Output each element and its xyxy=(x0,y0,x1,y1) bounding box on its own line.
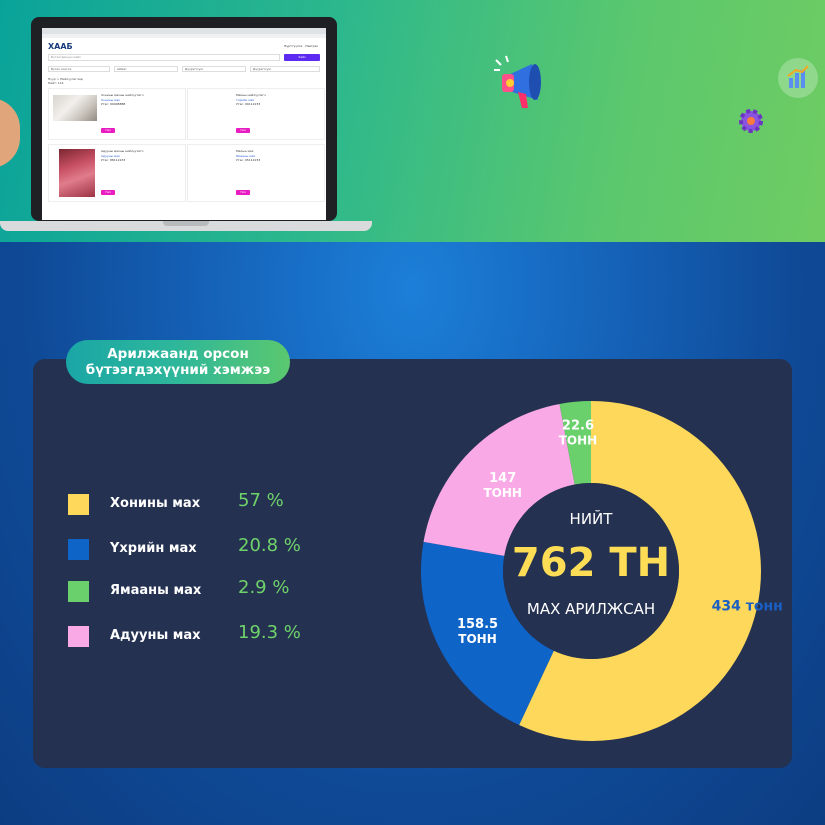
supplier-card: Адууны махны нийлүүлэгч Адууны мах Утас:… xyxy=(48,144,186,202)
card-view-button: Үзэх xyxy=(236,190,250,195)
supplier-card: Малын мах Ямааны мах Утас: 95112233 Үзэх xyxy=(187,144,325,202)
site-search-button: Хайх xyxy=(284,54,320,61)
legend-swatch xyxy=(68,539,89,560)
donut-slice-label: 434 тонн xyxy=(712,599,783,615)
site-filter-subdistrict: Дүүрэг/сум xyxy=(250,66,320,72)
laptop-screen-content: ХААБ Бүртгүүлэх Нэвтрэх Бүтээгдэхүүн хай… xyxy=(42,28,326,220)
legend-label: Ямааны мах xyxy=(110,583,202,598)
legend-percent: 2.9 % xyxy=(238,577,290,598)
section-title-line2: бүтээгдэхүүний хэмжээ xyxy=(85,362,271,378)
hand-illustration xyxy=(0,98,20,168)
legend-label: Үхрийн мах xyxy=(110,541,197,556)
card-view-button: Үзэх xyxy=(236,128,250,133)
laptop-illustration: ХААБ Бүртгүүлэх Нэвтрэх Бүтээгдэхүүн хай… xyxy=(31,17,337,221)
sheep-photo xyxy=(53,95,97,121)
megaphone-icon xyxy=(494,55,541,108)
section-title-line1: Арилжаанд орсон xyxy=(107,346,249,362)
legend-swatch xyxy=(68,626,89,647)
donut-slice xyxy=(559,401,591,485)
legend-percent: 57 % xyxy=(238,490,284,511)
donut-center-caption-top: НИЙТ xyxy=(569,510,613,528)
donut-slice xyxy=(423,403,575,556)
laptop-notch xyxy=(163,221,209,226)
site-filter-district: Дүүрэг/сум xyxy=(182,66,246,72)
legend-swatch xyxy=(68,494,89,515)
site-logo: ХААБ xyxy=(48,42,73,51)
donut-center-caption-bottom: МАХ АРИЛЖСАН xyxy=(526,600,656,618)
section-title-pill: Арилжаанд орсон бүтээгдэхүүний хэмжээ xyxy=(66,340,290,384)
chart-badge xyxy=(778,58,818,98)
site-breadcrumb: Нүүр > Нийлүүлэгчид Нийт: 114 xyxy=(48,77,83,85)
nav-login: Нэвтрэх xyxy=(305,44,318,48)
bar-chart-icon xyxy=(787,65,809,88)
donut-slice xyxy=(519,401,761,741)
laptop-base xyxy=(0,221,372,231)
card-view-button: Үзэх xyxy=(101,190,115,195)
legend-label: Хонины мах xyxy=(110,496,201,511)
site-nav: Бүртгүүлэх Нэвтрэх xyxy=(284,44,318,48)
donut-slice-label: 22.6 ТОНН xyxy=(559,419,597,448)
promo-banner: ХААБ Бүртгүүлэх Нэвтрэх Бүтээгдэхүүн хай… xyxy=(0,0,825,242)
donut-center-total: 762 ТН xyxy=(511,540,671,586)
donut-hole xyxy=(503,483,679,659)
browser-addressbar xyxy=(42,34,326,38)
donut-slice-label: 147 ТОНН xyxy=(483,471,521,500)
legend-swatch xyxy=(68,581,89,602)
legend-percent: 19.3 % xyxy=(238,622,301,643)
donut-slice-label: 158.5 ТОНН xyxy=(457,617,498,646)
meat-photo xyxy=(59,149,95,197)
site-search-input: Бүтээгдэхүүн хайх xyxy=(48,54,280,61)
donut-slice xyxy=(421,541,554,726)
site-filter-province: Аймаг xyxy=(114,66,178,72)
card-view-button: Үзэх xyxy=(101,128,115,133)
legend-label: Адууны мах xyxy=(110,628,201,643)
legend-percent: 20.8 % xyxy=(238,535,301,556)
gear-icon xyxy=(739,109,763,133)
browser-tabbar xyxy=(42,28,326,34)
site-filter-region: Бүсээ сонгох xyxy=(48,66,110,72)
supplier-card: Махны нийлүүлэгч Үхрийн мах Утас: 991122… xyxy=(187,88,325,140)
nav-register: Бүртгүүлэх xyxy=(284,44,303,48)
supplier-card: Хонины махны нийлүүлэгч Хонины мах Утас:… xyxy=(48,88,186,140)
